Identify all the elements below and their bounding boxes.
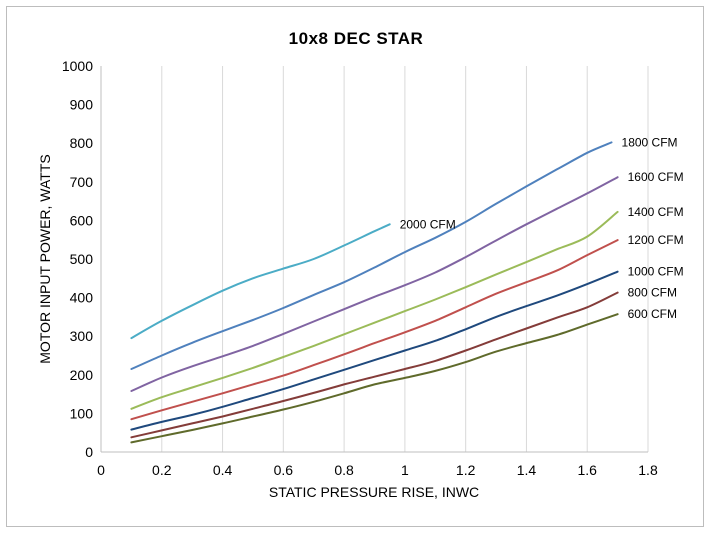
- y-tick-label: 1000: [62, 58, 93, 74]
- series-label-1800-cfm: 1800 CFM: [622, 135, 678, 149]
- series-label-1200-cfm: 1200 CFM: [628, 233, 684, 247]
- series-line-2000-cfm: [130, 223, 391, 340]
- series-line-1200-cfm: [130, 239, 619, 421]
- axes: [100, 66, 648, 453]
- y-tick-label: 600: [70, 212, 94, 228]
- y-tick-label: 500: [70, 251, 94, 267]
- x-tick-label: 0.8: [334, 462, 354, 478]
- y-tick-label: 0: [85, 444, 93, 460]
- x-tick-label: 0.2: [152, 462, 172, 478]
- series-line-1800-cfm: [130, 141, 613, 370]
- x-tick-label: 1.2: [456, 462, 476, 478]
- y-tick-label: 700: [70, 174, 94, 190]
- series-labels: 2000 CFM 1800 CFM 1600 CFM 1400 CFM 1200 CFM…: [400, 135, 684, 321]
- series-line-1400-cfm: [130, 210, 619, 410]
- series-label-1400-cfm: 1400 CFM: [628, 205, 684, 219]
- series-line-600-cfm: [130, 313, 619, 444]
- x-axis-label: STATIC PRESSURE RISE, INWC: [269, 484, 479, 500]
- x-tick-label: 1.8: [638, 462, 658, 478]
- series-line-800-cfm: [130, 291, 619, 439]
- y-tick-labels: 0 100 200 300 400 500 600 700 800 900 1000: [62, 58, 93, 460]
- y-tick-label: 200: [70, 367, 94, 383]
- y-tick-label: 400: [70, 290, 94, 306]
- series-label-600-cfm: 600 CFM: [628, 307, 677, 321]
- series-label-1600-cfm: 1600 CFM: [628, 170, 684, 184]
- grid: [161, 66, 649, 452]
- x-tick-labels: 0 0.2 0.4 0.6 0.8 1 1.2 1.4 1.6 1.8: [97, 462, 658, 478]
- chart-title: 10x8 DEC STAR: [289, 29, 424, 48]
- x-tick-label: 1.6: [577, 462, 597, 478]
- x-tick-label: 0.4: [213, 462, 233, 478]
- x-tick-label: 0.6: [274, 462, 294, 478]
- y-tick-label: 900: [70, 97, 94, 113]
- series-label-1000-cfm: 1000 CFM: [628, 265, 684, 279]
- y-axis-label: MOTOR INPUT POWER, WATTS: [37, 154, 53, 363]
- series-label-2000-cfm: 2000 CFM: [400, 217, 456, 231]
- series-line-1000-cfm: [130, 270, 619, 431]
- series-line-1600-cfm: [130, 176, 619, 392]
- series-label-800-cfm: 800 CFM: [628, 286, 677, 300]
- y-tick-label: 300: [70, 328, 94, 344]
- x-tick-label: 1.4: [517, 462, 537, 478]
- series-lines: [130, 141, 619, 444]
- y-tick-label: 800: [70, 135, 94, 151]
- x-tick-label: 0: [97, 462, 105, 478]
- x-tick-label: 1: [401, 462, 409, 478]
- y-tick-label: 100: [70, 405, 94, 421]
